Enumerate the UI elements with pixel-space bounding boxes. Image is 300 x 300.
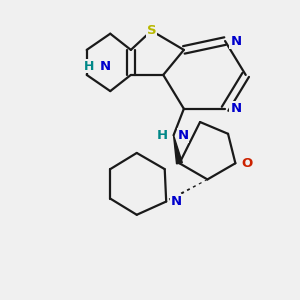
Text: N: N [171, 195, 182, 208]
Text: S: S [147, 24, 156, 37]
Text: N: N [230, 34, 242, 48]
Text: H: H [84, 60, 94, 73]
Polygon shape [174, 135, 182, 164]
Text: N: N [177, 129, 188, 142]
Text: N: N [230, 102, 242, 115]
Text: O: O [242, 157, 253, 170]
Text: H: H [157, 129, 168, 142]
Text: N: N [100, 60, 111, 73]
